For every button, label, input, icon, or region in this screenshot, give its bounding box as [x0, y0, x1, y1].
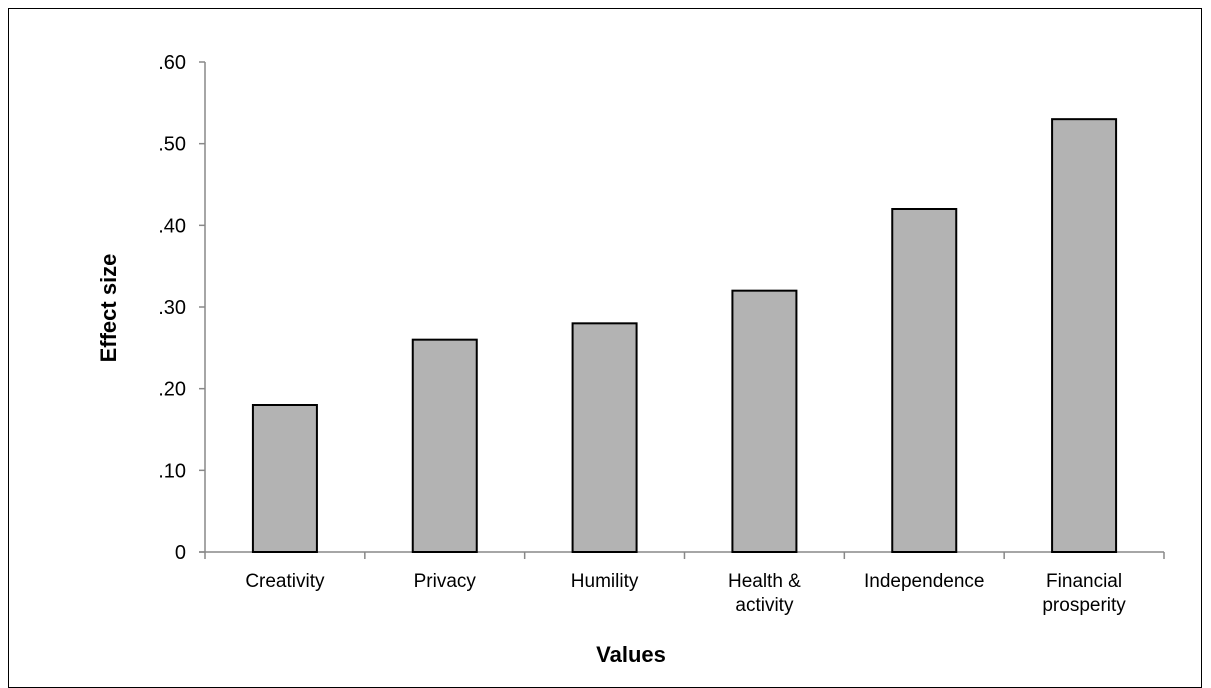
y-tick-label: 0	[175, 542, 186, 564]
x-category-label: prosperity	[1042, 595, 1126, 616]
bar	[411, 338, 478, 553]
bar	[1051, 118, 1118, 554]
y-tick-label: .40	[158, 215, 186, 237]
axes	[199, 62, 1165, 559]
x-category-label: Humility	[571, 571, 639, 592]
y-axis-title: Effect size	[96, 254, 121, 363]
x-category-label: Privacy	[414, 571, 477, 592]
y-tick-label: .20	[158, 379, 186, 401]
x-category-label: Creativity	[245, 571, 325, 592]
x-category-label: activity	[735, 595, 794, 616]
x-categories: Creativity Privacy Humility Health & activit…	[245, 571, 1126, 616]
y-tick-label: .60	[158, 52, 186, 74]
x-axis-title: Values	[596, 642, 666, 667]
bar	[891, 208, 958, 553]
x-category-label: Health &	[728, 571, 801, 592]
y-tick-label: .30	[158, 297, 186, 319]
bar	[731, 289, 798, 553]
x-category-label: Financial	[1046, 571, 1122, 592]
y-tick-label: .10	[158, 460, 186, 482]
bar	[571, 322, 638, 554]
bars	[251, 118, 1118, 554]
y-tick-label: .50	[158, 134, 186, 156]
y-ticks: 0 .10 .20 .30 .40 .50 .60	[158, 52, 205, 564]
bar	[251, 404, 318, 553]
x-category-label: Independence	[864, 571, 984, 592]
